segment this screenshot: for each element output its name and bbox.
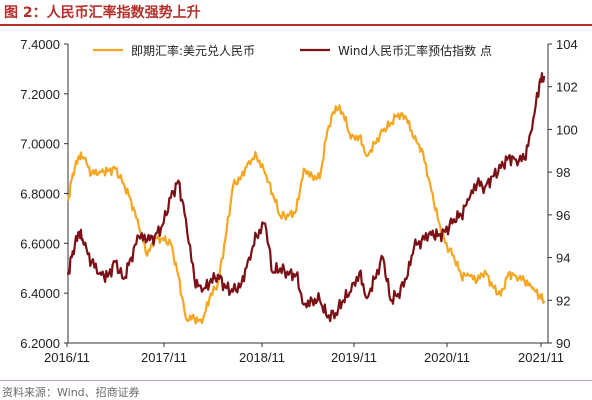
legend-label: Wind人民币汇率预估指数 点 bbox=[338, 43, 492, 58]
y-right-tick-label: 102 bbox=[556, 80, 578, 95]
x-tick-label: 2016/11 bbox=[44, 350, 90, 365]
x-tick-label: 2017/11 bbox=[141, 350, 187, 365]
y-right-tick-label: 104 bbox=[556, 37, 578, 52]
y-right-tick-label: 98 bbox=[556, 165, 570, 180]
y-left-tick-label: 7.2000 bbox=[20, 87, 60, 102]
y-left-tick-label: 7.4000 bbox=[20, 37, 60, 52]
chart-lines bbox=[66, 72, 546, 325]
y-left-tick-label: 7.0000 bbox=[20, 137, 60, 152]
y-right-tick-label: 92 bbox=[556, 293, 570, 308]
title-divider bbox=[0, 24, 592, 26]
x-tick-label: 2020/11 bbox=[424, 350, 470, 365]
source-note: 资料来源：Wind、招商证券 bbox=[2, 386, 140, 399]
y-right-tick-label: 94 bbox=[556, 251, 570, 266]
figure-title: 图 2：人民币汇率指数强势上升 bbox=[4, 5, 201, 21]
x-tick-label: 2021/11 bbox=[518, 350, 564, 365]
series-line-wind-index bbox=[66, 72, 546, 323]
y-left-tick-label: 6.2000 bbox=[20, 336, 60, 351]
chart-legend: 即期汇率:美元兑人民币 Wind人民币汇率预估指数 点 bbox=[93, 43, 492, 58]
source-divider bbox=[0, 380, 592, 381]
y-right-tick-label: 90 bbox=[556, 336, 570, 351]
series-line-usdcny bbox=[66, 104, 546, 325]
x-tick-label: 2019/11 bbox=[331, 350, 377, 365]
y-right-tick-label: 100 bbox=[556, 122, 578, 137]
y-right-tick-label: 96 bbox=[556, 208, 570, 223]
y-left-tick-label: 6.8000 bbox=[20, 187, 60, 202]
y-left-tick-label: 6.6000 bbox=[20, 236, 60, 251]
x-tick-label: 2018/11 bbox=[239, 350, 285, 365]
y-left-tick-label: 6.4000 bbox=[20, 286, 60, 301]
chart-axes: 6.2000 6.4000 6.6000 6.8000 7.0000 7.2000 7.40… bbox=[20, 37, 577, 365]
legend-label: 即期汇率:美元兑人民币 bbox=[131, 43, 255, 58]
